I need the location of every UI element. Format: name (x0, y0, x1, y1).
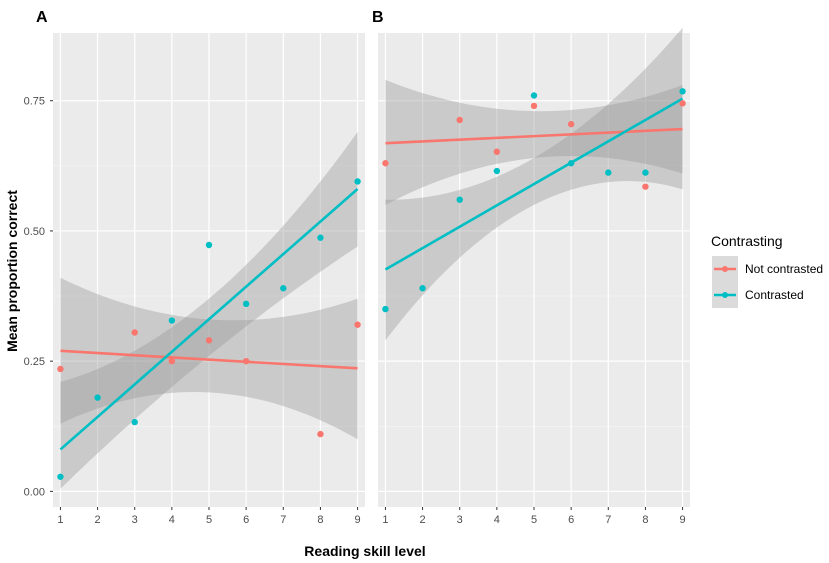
data-point (354, 321, 361, 328)
legend-item-not-contrasted: Not contrasted (712, 256, 823, 282)
regression-line (60, 349, 358, 370)
x-tick-label: 7 (280, 514, 286, 526)
data-point (679, 100, 686, 107)
data-point (493, 148, 501, 155)
data-point (131, 418, 138, 426)
data-point (456, 116, 463, 124)
panel-b: 1 2 3 4 5 6 7 8 9 (378, 27, 690, 526)
x-tick-label: 6 (243, 514, 249, 526)
data-point (168, 317, 176, 324)
legend-label: Contrasted (745, 288, 804, 302)
data-point (642, 169, 649, 176)
confidence-band (385, 79, 683, 205)
x-tick-label: 7 (605, 514, 611, 526)
confidence-band (60, 132, 358, 489)
regression-line (385, 127, 683, 145)
data-point (419, 285, 426, 292)
x-tick-label: 5 (531, 514, 537, 526)
x-tick-label: 2 (420, 514, 426, 526)
data-point (530, 92, 538, 99)
panel-a-label: A (36, 9, 48, 26)
data-point (242, 300, 250, 308)
legend-key-point (722, 292, 728, 298)
data-point (168, 357, 176, 365)
legend: Contrasting Not contrasted Contrasted (711, 233, 823, 308)
data-point (205, 337, 213, 344)
data-point (456, 196, 463, 203)
x-tick-label: 9 (680, 514, 686, 526)
x-tick-label: 9 (355, 514, 361, 526)
data-point (605, 169, 612, 176)
panel-a: 1 2 3 4 5 6 7 8 9 (50, 33, 365, 526)
x-tick-label: 3 (132, 514, 138, 526)
data-point (642, 183, 649, 190)
panel-b-label: B (372, 9, 384, 26)
data-point (280, 285, 287, 292)
regression-line (59, 188, 359, 451)
x-tick-label: 8 (642, 514, 648, 526)
data-point (131, 329, 138, 336)
data-point (567, 160, 575, 167)
data-point (57, 473, 64, 480)
x-tick-label: 4 (494, 514, 500, 526)
x-tick-label: 8 (317, 514, 323, 526)
y-tick-label: 0.25 (24, 356, 45, 368)
data-point (205, 241, 213, 249)
data-point (567, 120, 575, 128)
x-tick-label: 4 (169, 514, 175, 526)
y-axis-title: Mean proportion correct (4, 190, 20, 352)
legend-label: Not contrasted (745, 262, 823, 276)
data-point (493, 167, 501, 175)
x-tick-label: 6 (568, 514, 574, 526)
y-tick-label: 0.00 (24, 486, 45, 498)
x-tick-label: 5 (206, 514, 212, 526)
data-point (94, 394, 101, 401)
data-point (317, 234, 324, 241)
data-point (317, 430, 324, 438)
legend-title: Contrasting (711, 233, 783, 249)
data-point (679, 88, 686, 95)
x-tick-label: 2 (95, 514, 101, 526)
legend-key-point (722, 266, 728, 272)
y-axis: 0.00 0.25 0.50 0.75 (24, 96, 45, 499)
y-tick-label: 0.75 (24, 96, 45, 108)
data-point (382, 160, 389, 167)
x-tick-label: 1 (57, 514, 63, 526)
legend-item-contrasted: Contrasted (712, 282, 804, 308)
regression-line (384, 97, 684, 271)
data-point (382, 305, 389, 313)
data-point (530, 102, 538, 110)
data-point (57, 365, 64, 373)
x-tick-label: 1 (382, 514, 388, 526)
x-tick-label: 3 (457, 514, 463, 526)
x-axis-title: Reading skill level (304, 543, 425, 559)
data-point (242, 357, 250, 365)
data-point (354, 178, 361, 185)
y-tick-label: 0.50 (24, 226, 45, 238)
